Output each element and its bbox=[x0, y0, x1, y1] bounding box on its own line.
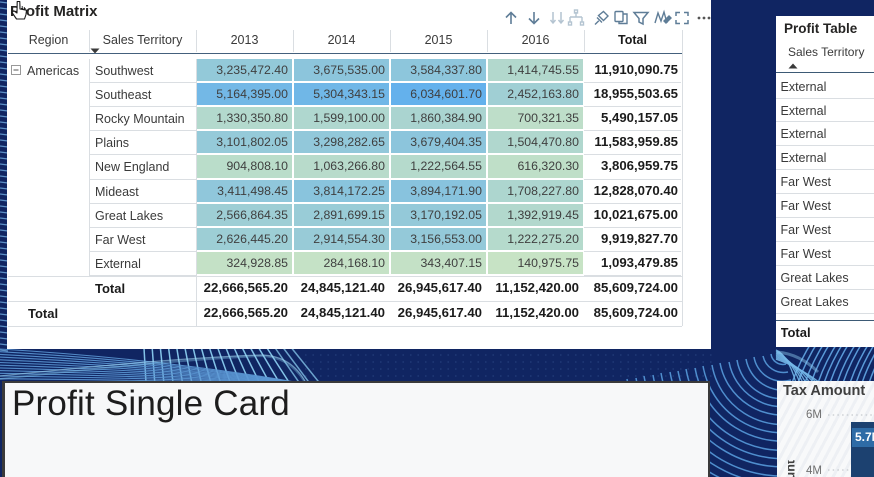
svg-text:Tax Amount: Tax Amount bbox=[788, 459, 798, 477]
